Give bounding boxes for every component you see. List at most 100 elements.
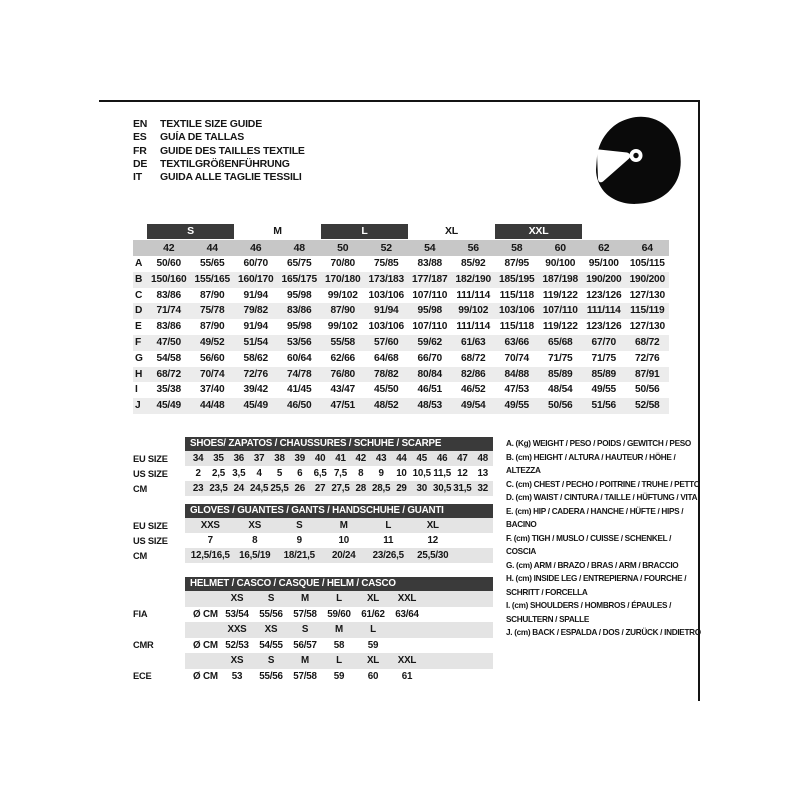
language-title-list: EN TEXTILE SIZE GUIDE ES GUÍA DE TALLAS FR GU… <box>133 118 305 184</box>
size-value-cell: 82/86 <box>451 366 496 383</box>
row-letter: H <box>133 366 147 383</box>
textile-size-table: S M L XL XXL 42 44 46 48 50 52 54 56 58 60 62 64 A 50/60 55… <box>133 224 670 414</box>
size-value-cell: 111/114 <box>456 321 491 333</box>
size-value-cell: 83/86 <box>156 289 182 301</box>
size-value-cell: 65/68 <box>538 334 583 351</box>
size-value-cell: 107/110 <box>412 289 448 301</box>
size-value-cell: 72/76 <box>234 366 278 383</box>
column-header-cell: 44 <box>190 240 234 256</box>
size-value-cell: 84/88 <box>495 366 539 383</box>
diameter-unit: Ø CM <box>193 670 218 682</box>
size-value-cell: 34 <box>192 453 204 464</box>
helmet-value-cell: 58 <box>333 639 345 651</box>
column-header-cell: 46 <box>234 240 278 256</box>
size-value-cell: 10 <box>338 535 350 546</box>
size-value-cell: L <box>385 520 392 531</box>
size-value-cell: 40 <box>314 453 326 464</box>
language-row: FR GUIDE DES TAILLES TEXTILE <box>133 145 305 158</box>
size-value-cell: 61/63 <box>451 334 496 351</box>
size-value-cell: 9 <box>378 468 384 479</box>
size-value-cell: 46/51 <box>417 384 443 396</box>
guide-title: TEXTILE SIZE GUIDE <box>160 118 262 130</box>
size-value-cell: 46/52 <box>461 384 486 396</box>
size-value-cell: 45/49 <box>147 398 191 414</box>
helmet-value-cell: 60 <box>367 670 379 682</box>
measurement-row: I 35/38 37/40 39/42 41/45 43/47 45/50 46/51 46/5… <box>133 382 669 398</box>
helmet-value-cell: 53 <box>231 670 243 682</box>
size-value-cell: 111/114 <box>582 303 626 320</box>
size-value-cell: 107/110 <box>412 321 448 333</box>
size-group-cell: M <box>234 224 321 240</box>
size-value-cell: 43/47 <box>330 384 356 396</box>
size-value-cell: 50/60 <box>156 258 182 269</box>
size-value-cell: 87/90 <box>200 321 225 333</box>
size-value-cell: 27 <box>314 483 326 494</box>
size-value-cell: 24 <box>233 483 245 494</box>
table-title: GLOVES / GUANTES / GANTS / HANDSCHUHE / … <box>185 504 493 518</box>
size-value-cell: 71/74 <box>147 303 191 320</box>
size-value-cell: 78/82 <box>364 366 409 383</box>
helmet-size-cell: S <box>301 624 309 636</box>
legend-item: A. (Kg) WEIGHT / PESO / POIDS / GEWITCH … <box>506 439 691 448</box>
measurement-row: G 54/58 56/60 58/62 60/64 62/66 64/68 66/70 68/7… <box>133 351 669 367</box>
column-header-cell: 60 <box>538 240 583 256</box>
helmet-value-cell: 55/56 <box>259 608 283 620</box>
size-value-cell: 58/62 <box>243 352 269 364</box>
size-value-cell: 150/160 <box>147 271 191 288</box>
helmet-size-cell: L <box>336 655 342 667</box>
legend-item: C. (cm) CHEST / PECHO / POITRINE / TRUHE… <box>506 479 700 489</box>
size-value-cell: 23/26,5 <box>372 550 404 561</box>
standard-label: FIA <box>133 609 148 620</box>
row-values: XS S M L XL XXL <box>185 653 493 669</box>
size-value-cell: 24,5 <box>250 483 269 494</box>
row-values: XXS XS S M L XL <box>185 518 493 533</box>
size-value-cell: 31,5 <box>453 483 472 494</box>
size-value-cell: 65/75 <box>287 258 312 269</box>
size-value-cell: 87/90 <box>321 303 365 320</box>
column-header-row: 42 44 46 48 50 52 54 56 58 60 62 64 <box>133 240 670 256</box>
helmet-value-cell: 54/55 <box>259 639 283 651</box>
size-value-cell: 173/183 <box>364 271 409 288</box>
row-letter: E <box>135 321 142 333</box>
column-header-cell: 56 <box>451 240 496 256</box>
size-value-cell: 60/64 <box>287 352 312 364</box>
size-value-cell: 119/122 <box>542 321 578 333</box>
helmet-size-cell: XL <box>366 655 380 667</box>
row-label: EU SIZE <box>133 520 168 531</box>
table-header: HELMET / CASCO / CASQUE / HELM / CASCO <box>185 577 495 591</box>
size-value-cell: XS <box>248 520 262 531</box>
helmet-value-cell: 59 <box>333 670 345 682</box>
size-value-cell: 39/42 <box>243 384 269 396</box>
row-letter: I <box>135 384 138 396</box>
size-value-cell: 6,5 <box>313 468 327 479</box>
size-value-cell: 76/80 <box>321 366 365 383</box>
column-header-cell: 62 <box>582 240 626 256</box>
size-value-cell: 85/92 <box>461 258 486 269</box>
size-value-cell: 95/98 <box>287 321 312 333</box>
spacer-cell <box>582 224 626 240</box>
size-value-cell: 47/50 <box>147 334 191 351</box>
column-header-cell: 54 <box>408 240 452 256</box>
guide-title: TEXTILGRÖßENFÜHRUNG <box>160 157 290 170</box>
size-value-cell: 99/102 <box>327 289 358 301</box>
size-value-cell: 63/66 <box>495 334 539 351</box>
helmet-size-cell: XS <box>264 624 278 636</box>
helmet-size-cell: XS <box>230 655 244 667</box>
helmet-size-cell: M <box>301 655 309 667</box>
size-value-cell: 3,5 <box>232 468 246 479</box>
size-value-cell: 99/102 <box>327 321 358 333</box>
legend-item: D. (cm) WAIST / CINTURA / TAILLE / HÜFTU… <box>506 493 698 502</box>
size-value-cell: 10 <box>396 468 407 479</box>
size-value-cell: 49/54 <box>451 398 496 414</box>
measurement-row: E 83/86 87/90 91/94 95/98 99/102 103/106 107/11… <box>133 319 669 335</box>
size-value-cell: 47/53 <box>504 384 530 396</box>
measurement-row: C 83/86 87/90 91/94 95/98 99/102 103/106 107/11… <box>133 288 669 304</box>
size-value-cell: 68/72 <box>625 334 670 351</box>
helmet-value-cell: 61 <box>401 670 413 682</box>
size-value-cell: 46/50 <box>277 398 322 414</box>
size-value-cell: 54/58 <box>156 352 182 364</box>
helmet-size-cell: XL <box>366 593 380 605</box>
row-letter: C <box>135 289 143 301</box>
language-code: IT <box>133 171 142 184</box>
row-values: 2 2,5 3,5 4 5 6 6,5 7,5 8 9 10 10,5 11,5 12 13 <box>185 466 493 481</box>
